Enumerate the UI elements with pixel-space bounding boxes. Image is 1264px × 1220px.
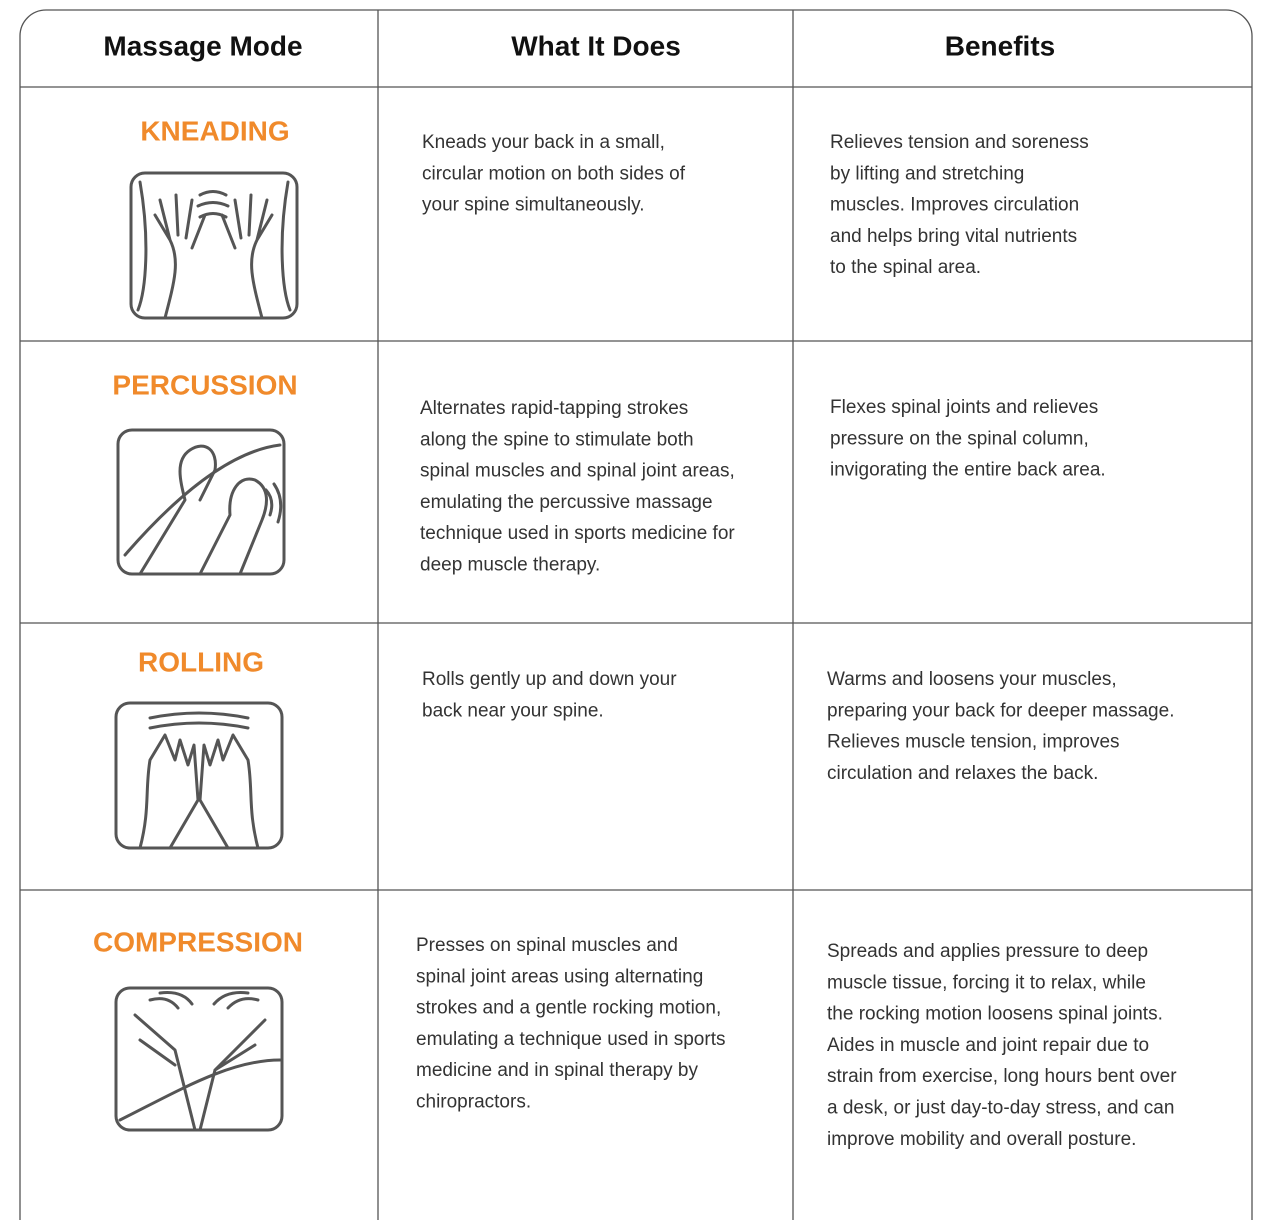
column-header: Benefits [945, 30, 1055, 61]
benefit-line: pressure on the spinal column, [830, 428, 1089, 449]
mode-title: PERCUSSION [112, 369, 297, 400]
benefit-line: muscles. Improves circulation [830, 195, 1079, 216]
benefit-line: Warms and loosens your muscles, [827, 669, 1117, 690]
benefit-line: preparing your back for deeper massage. [827, 700, 1174, 721]
description-line: back near your spine. [422, 700, 604, 721]
column-header: What It Does [511, 30, 681, 61]
rolling-icon [114, 701, 284, 850]
benefit-line: a desk, or just day-to-day stress, and c… [827, 1098, 1174, 1119]
column-header: Massage Mode [103, 30, 302, 61]
percussion-icon [116, 428, 286, 576]
benefit-line: muscle tissue, forcing it to relax, whil… [827, 972, 1146, 993]
compression-icon [114, 986, 284, 1132]
benefit-line: to the spinal area. [830, 257, 981, 278]
description-line: strokes and a gentle rocking motion, [416, 998, 721, 1019]
benefit-line: and helps bring vital nutrients [830, 226, 1077, 247]
description-line: emulating a technique used in sports [416, 1029, 725, 1050]
description-line: spinal muscles and spinal joint areas, [420, 461, 735, 482]
description-line: along the spine to stimulate both [420, 429, 694, 450]
description-line: Kneads your back in a small, [422, 132, 665, 153]
benefit-line: improve mobility and overall posture. [827, 1129, 1136, 1150]
description-line: Presses on spinal muscles and [416, 935, 678, 956]
mode-title: KNEADING [140, 115, 289, 146]
mode-title: ROLLING [138, 646, 264, 677]
description-line: medicine and in spinal therapy by [416, 1060, 699, 1081]
description-line: circular motion on both sides of [422, 163, 686, 184]
benefit-line: Relieves muscle tension, improves [827, 732, 1120, 753]
benefit-line: invigorating the entire back area. [830, 460, 1106, 481]
description-line: emulating the percussive massage [420, 492, 713, 513]
benefit-line: by lifting and stretching [830, 163, 1024, 184]
description-line: chiropractors. [416, 1092, 531, 1113]
description-line: deep muscle therapy. [420, 555, 600, 576]
benefit-line: Flexes spinal joints and relieves [830, 397, 1098, 418]
benefit-line: Spreads and applies pressure to deep [827, 941, 1148, 962]
description-line: spinal joint areas using alternating [416, 966, 703, 987]
benefit-line: circulation and relaxes the back. [827, 763, 1098, 784]
mode-title: COMPRESSION [93, 926, 303, 957]
description-line: Rolls gently up and down your [422, 669, 677, 690]
benefit-line: Relieves tension and soreness [830, 132, 1089, 153]
description-line: your spine simultaneously. [422, 195, 644, 216]
description-line: technique used in sports medicine for [420, 523, 735, 544]
kneading-icon [129, 171, 299, 320]
table-border [19, 9, 1253, 1220]
benefit-line: the rocking motion loosens spinal joints… [827, 1004, 1163, 1025]
benefit-line: strain from exercise, long hours bent ov… [827, 1066, 1177, 1087]
description-line: Alternates rapid-tapping strokes [420, 398, 688, 419]
benefit-line: Aides in muscle and joint repair due to [827, 1035, 1149, 1056]
